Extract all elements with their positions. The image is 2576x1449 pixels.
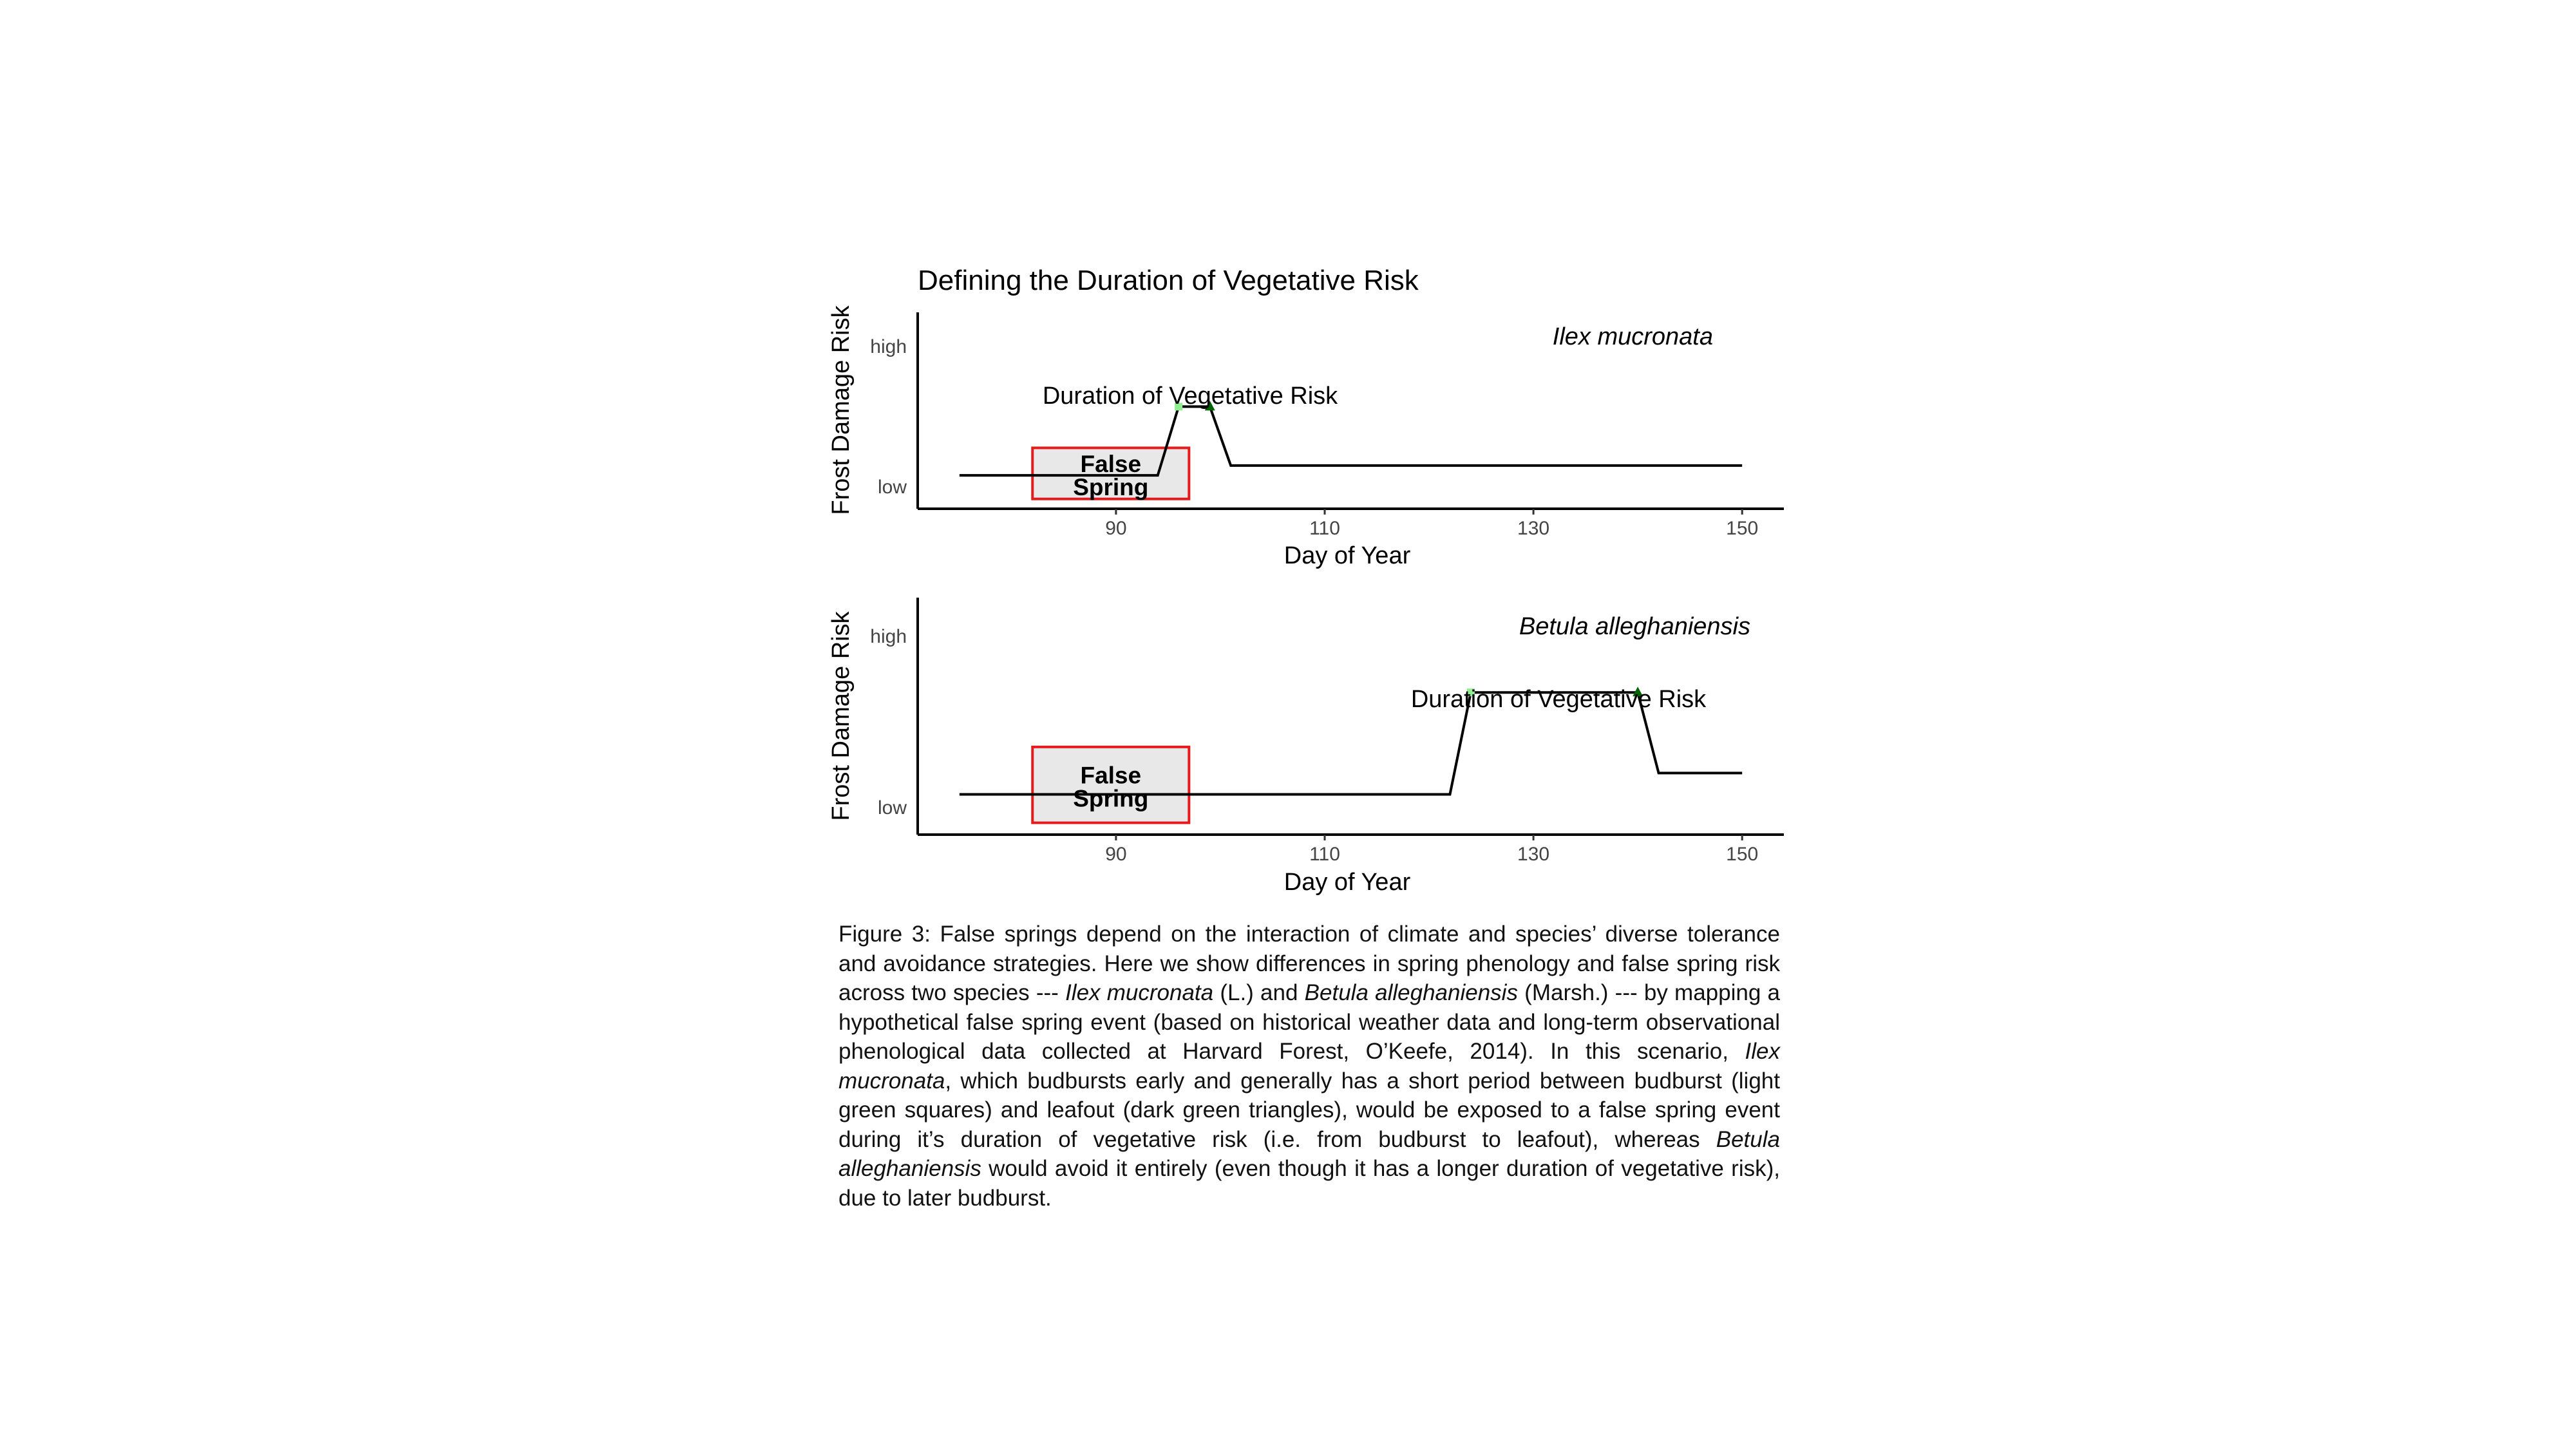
risk-series-line <box>959 405 1743 477</box>
budburst-marker <box>1466 688 1475 697</box>
figure-title: Defining the Duration of Vegetative Risk <box>918 265 1419 296</box>
duration-annotation: Duration of Vegetative Risk <box>1043 383 1338 410</box>
caption-text: (L.) and <box>1213 980 1305 1005</box>
false-spring-label-spring: Spring <box>1073 474 1148 500</box>
y-tick-label-high: high <box>870 626 907 647</box>
caption-species: Betula alleghaniensis <box>838 1126 1780 1182</box>
budburst-marker <box>1175 402 1183 411</box>
false-spring-box <box>1031 745 1191 824</box>
x-axis-label: Day of Year <box>1284 542 1411 569</box>
y-tick-label-low: low <box>878 477 907 498</box>
x-axis-label: Day of Year <box>1284 869 1411 896</box>
y-tick-label-low: low <box>878 797 907 819</box>
x-tick-label: 130 <box>1517 518 1549 539</box>
x-tick-label: 90 <box>1105 518 1126 539</box>
y-axis-label: Frost Damage Risk <box>828 305 855 515</box>
species-label: Betula alleghaniensis <box>1519 613 1750 640</box>
caption-species: Betula alleghaniensis <box>1304 980 1518 1005</box>
y-axis-label: Frost Damage Risk <box>828 611 855 820</box>
false-spring-label-spring: Spring <box>1073 786 1148 812</box>
species-label: Ilex mucronata <box>1553 323 1713 350</box>
caption-species: Ilex mucronata <box>838 1039 1780 1094</box>
caption-text: , which budbursts early and generally ha… <box>838 1068 1780 1152</box>
x-tick-label: 130 <box>1517 844 1549 865</box>
x-tick-label: 150 <box>1726 518 1758 539</box>
panel-ilex: high low Frost Damage Risk Day of Year 9… <box>828 305 1784 569</box>
x-ticks: 90 110 130 150 <box>1105 509 1758 539</box>
x-tick-label: 110 <box>1309 518 1340 539</box>
duration-annotation: Duration of Vegetative Risk <box>1411 686 1707 713</box>
caption-text: (Marsh.) --- by mapping a hypothetical f… <box>838 980 1780 1064</box>
x-tick-label: 110 <box>1309 844 1340 865</box>
false-spring-label-false: False <box>1080 451 1141 477</box>
y-tick-label-high: high <box>870 336 907 357</box>
risk-series-line <box>959 691 1743 796</box>
figure-caption: Figure 3: False springs depend on the in… <box>838 920 1780 1213</box>
x-tick-label: 150 <box>1726 844 1758 865</box>
leafout-marker <box>1204 401 1215 411</box>
x-tick-label: 90 <box>1105 844 1126 865</box>
caption-text: would avoid it entirely (even though it … <box>838 1156 1780 1211</box>
panel-betula: high low Frost Damage Risk Day of Year 9… <box>828 598 1784 896</box>
x-ticks: 90 110 130 150 <box>1105 835 1758 865</box>
caption-text: Figure 3: False springs depend on the in… <box>838 922 1780 1005</box>
caption-species: Ilex mucronata <box>1065 980 1214 1005</box>
false-spring-label-false: False <box>1080 762 1141 789</box>
leafout-marker <box>1633 687 1643 697</box>
figure-plot: Defining the Duration of Vegetative Risk… <box>828 265 1784 896</box>
